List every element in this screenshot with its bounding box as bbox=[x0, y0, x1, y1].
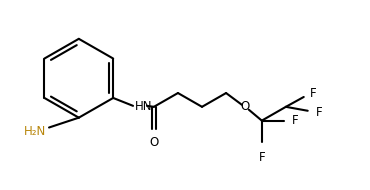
Text: O: O bbox=[240, 100, 249, 113]
Text: H₂N: H₂N bbox=[24, 125, 46, 138]
Text: F: F bbox=[310, 86, 316, 100]
Text: HN: HN bbox=[135, 100, 152, 113]
Text: F: F bbox=[292, 114, 298, 127]
Text: F: F bbox=[259, 151, 265, 164]
Text: O: O bbox=[149, 136, 158, 149]
Text: F: F bbox=[316, 106, 322, 119]
